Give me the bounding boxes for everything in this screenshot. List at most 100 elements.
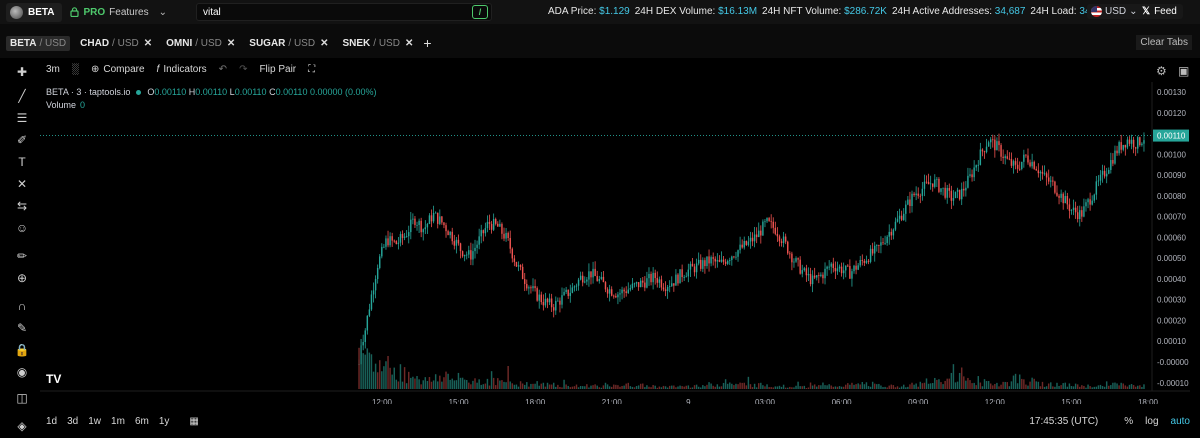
range-6m[interactable]: 6m	[134, 416, 149, 427]
volume-bar	[519, 381, 522, 389]
range-3d[interactable]: 3d	[67, 416, 79, 427]
zoom-in-icon[interactable]: ⊕	[16, 271, 28, 285]
volume-bar	[923, 382, 926, 389]
measure-icon[interactable]: ⇆	[16, 199, 28, 213]
volume-bar	[931, 383, 934, 389]
close-icon[interactable]: ✕	[143, 37, 153, 49]
log-toggle[interactable]: log	[1145, 416, 1159, 427]
candle-style-icon[interactable]: ░	[71, 64, 79, 75]
candle-body	[662, 287, 665, 290]
indicators-button[interactable]: f Indicators	[157, 64, 207, 75]
indicators-label: Indicators	[163, 64, 207, 75]
close-icon[interactable]: ✕	[320, 37, 329, 49]
layers-icon[interactable]: ◈	[17, 419, 27, 433]
trendline-icon[interactable]: ╱	[18, 89, 26, 103]
horizontal-lines-icon[interactable]: ☰	[16, 111, 28, 125]
volume-bar	[1033, 378, 1035, 389]
volume-bar	[755, 387, 758, 389]
search-input[interactable]: vital /	[196, 3, 492, 21]
candle-body	[996, 141, 998, 151]
volume-bar	[492, 377, 495, 389]
range-1d[interactable]: 1d	[46, 416, 58, 427]
text-icon[interactable]: T	[18, 155, 26, 169]
camera-icon[interactable]: ▣	[1178, 64, 1190, 78]
volume-bar	[403, 367, 406, 389]
candle-body	[1031, 161, 1033, 167]
candle-body	[385, 238, 387, 247]
flip-pair-button[interactable]: Flip Pair	[259, 64, 297, 75]
percent-toggle[interactable]: %	[1124, 416, 1134, 427]
range-1w[interactable]: 1w	[88, 416, 102, 427]
candle-body	[610, 289, 613, 296]
candle-body	[497, 223, 499, 227]
undo-icon[interactable]: ↶	[218, 64, 228, 75]
volume-bar	[907, 386, 909, 389]
volume-bar	[797, 381, 799, 389]
lock-drawings-icon[interactable]: ✎	[16, 321, 28, 335]
volume-bar	[412, 376, 414, 389]
range-1y[interactable]: 1y	[158, 416, 170, 427]
tab-beta[interactable]: BETA / USD	[6, 35, 71, 51]
tab-omni[interactable]: OMNI / USD ✕	[162, 36, 239, 51]
volume-bar	[482, 384, 485, 389]
candle-body	[789, 253, 791, 255]
pro-features-menu[interactable]: PRO Features ⌄	[70, 7, 167, 18]
volume-bar	[987, 380, 990, 389]
candle-body	[511, 248, 514, 259]
brand-menu[interactable]: BETA	[6, 2, 63, 22]
candle-body	[1099, 174, 1102, 181]
date-range-icon[interactable]: ▦	[189, 416, 199, 427]
settings-gear-icon[interactable]: ⚙	[1156, 64, 1167, 78]
volume-bar	[546, 382, 549, 389]
volume-bar	[851, 382, 853, 389]
crosshair-icon[interactable]: ✚	[16, 65, 28, 79]
volume-bar	[615, 384, 617, 389]
add-tab-icon[interactable]: +	[423, 35, 432, 51]
candle-body	[989, 139, 992, 143]
currency-selector[interactable]: USD ⌄	[1087, 4, 1142, 19]
clear-tabs-button[interactable]: Clear Tabs	[1136, 35, 1192, 50]
close-icon[interactable]: ✕	[404, 37, 414, 49]
lock-icon[interactable]: 🔒	[14, 343, 30, 357]
candle-body	[490, 223, 493, 230]
candle-body	[468, 250, 470, 255]
volume-bar	[627, 382, 629, 389]
candle-body	[1087, 199, 1089, 203]
magnet-icon[interactable]: ∩	[17, 299, 27, 313]
brush-icon[interactable]: ✐	[16, 133, 28, 147]
feed-button[interactable]: 𝕏 Feed	[1136, 4, 1183, 19]
volume-bar	[700, 387, 702, 389]
candle-body	[660, 279, 663, 288]
fullscreen-icon[interactable]: ⛶	[308, 64, 316, 75]
range-1m[interactable]: 1m	[111, 416, 125, 427]
candle-body	[376, 267, 379, 280]
close-icon[interactable]: ✕	[226, 37, 236, 49]
trash-icon[interactable]: ◫	[16, 391, 28, 405]
candle-body	[617, 294, 619, 298]
ruler-icon[interactable]: ✏	[16, 249, 28, 263]
redo-icon[interactable]: ↷	[239, 64, 248, 75]
candle-body	[600, 276, 603, 280]
volume-bar	[894, 387, 897, 389]
tab-snek[interactable]: SNEK / USD ✕	[338, 36, 417, 51]
candle-body	[519, 265, 522, 267]
candle-body	[1114, 150, 1116, 164]
candle-body	[474, 247, 476, 252]
tab-sugar[interactable]: SUGAR / USD ✕	[245, 36, 332, 51]
candle-body	[859, 260, 861, 266]
candle-body	[855, 265, 857, 270]
compare-button[interactable]: ⊕ Compare	[91, 64, 145, 75]
volume-bar	[726, 383, 729, 389]
auto-toggle[interactable]: auto	[1170, 416, 1190, 427]
emoji-icon[interactable]: ☺	[15, 221, 29, 235]
utc-clock[interactable]: 17:45:35 (UTC)	[1029, 416, 1099, 427]
pattern-icon[interactable]: ✕	[16, 177, 28, 191]
chart-toolbar: 3m ░ ⊕ Compare f Indicators ↶ ↷ Flip Pair …	[46, 64, 315, 75]
price-chart[interactable]: 0.00130 0.00120 0.00110 0.00100 0.00090 0.000…	[40, 82, 1190, 404]
interval-selector[interactable]: 3m	[46, 64, 60, 75]
eye-icon[interactable]: ◉	[16, 365, 28, 379]
volume-bar	[523, 384, 526, 389]
candle-body	[1093, 194, 1095, 201]
tab-chad[interactable]: CHAD / USD ✕	[76, 36, 156, 51]
volume-bar	[1122, 383, 1124, 389]
